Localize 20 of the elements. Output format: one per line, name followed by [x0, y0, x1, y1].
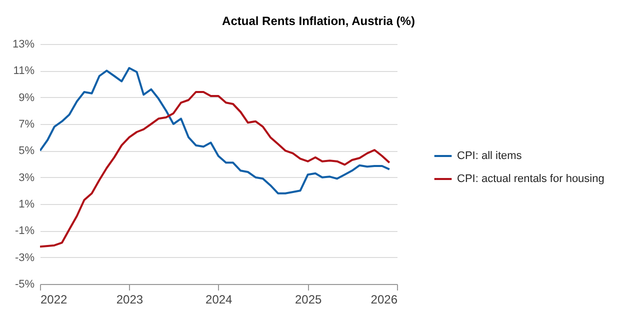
- y-tick-label: -3%: [14, 252, 35, 264]
- x-tick-label: 2022: [40, 292, 68, 306]
- y-tick-label: 13%: [12, 38, 35, 50]
- legend-label: CPI: actual rentals for housing: [457, 173, 604, 185]
- line-series: [40, 67, 390, 194]
- y-tick-label: 7%: [18, 118, 35, 130]
- y-tick-label: -5%: [14, 278, 35, 290]
- x-tick-label: 2023: [116, 292, 144, 306]
- y-tick-label: 5%: [18, 145, 35, 158]
- y-tick-label: 11%: [13, 65, 35, 78]
- y-tick-label: 9%: [18, 92, 35, 104]
- legend-label: CPI: all items: [457, 150, 522, 162]
- x-tick-label: 2025: [294, 292, 322, 306]
- chart-title: Actual Rents Inflation, Austria (%): [222, 14, 415, 28]
- x-tick-label: 2024: [206, 292, 233, 306]
- line-series: [40, 91, 390, 248]
- x-tick-label: 2026: [370, 292, 398, 306]
- y-tick-label: -1%: [14, 225, 35, 238]
- y-tick-label: 1%: [18, 198, 35, 210]
- y-tick-label: 3%: [18, 172, 35, 184]
